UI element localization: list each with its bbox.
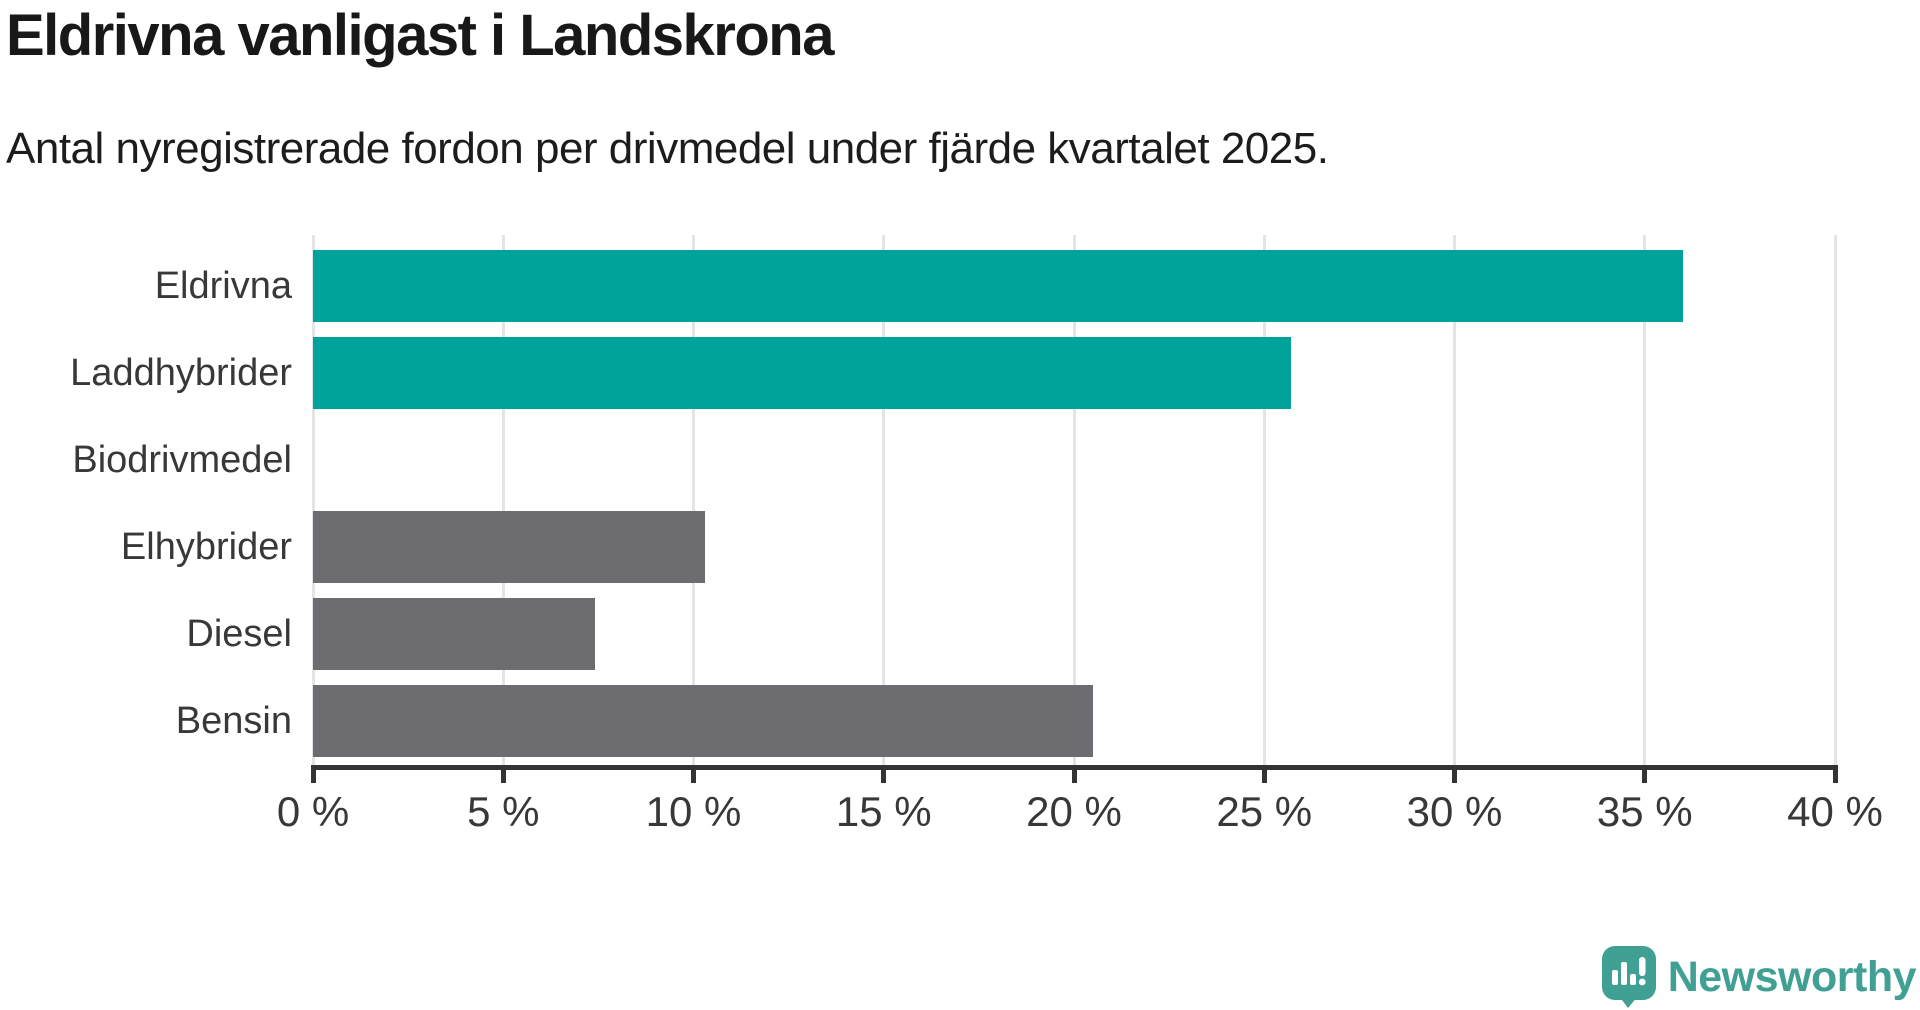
x-tick-label-35: 35 % [1596,788,1693,835]
category-label-diesel: Diesel [186,612,292,655]
x-tick-mark-5 [500,765,506,783]
newsworthy-logo: Newsworthy [1601,946,1917,1008]
x-tick-label-25: 25 % [1216,788,1313,835]
category-label-biodrivmedel: Biodrivmedel [72,438,292,481]
x-tick-label-30: 30 % [1406,788,1503,835]
x-tick-mark-10 [691,765,696,783]
gridline-30 [1453,235,1456,765]
category-label-eldrivna: Eldrivna [154,264,292,307]
x-tick-label-5: 5 % [467,788,540,835]
bar-diesel [313,598,595,670]
category-label-elhybrider: Elhybrider [120,525,292,568]
category-label-bensin: Bensin [175,699,292,742]
bar-laddhybrider [313,337,1291,409]
gridline-0 [311,235,315,765]
chart-title: Eldrivna vanligast i Landskrona [6,3,834,68]
gridline-15 [882,235,886,765]
gridline-5 [501,235,505,765]
gridline-20 [1072,235,1076,765]
x-tick-mark-40 [1832,765,1838,783]
x-tick-mark-20 [1071,765,1077,783]
x-tick-mark-0 [310,765,316,783]
x-tick-label-40: 40 % [1787,788,1883,835]
bar-eldrivna [313,250,1683,322]
bar-elhybrider [313,511,705,583]
x-tick-mark-35 [1642,765,1648,783]
chart-subtitle: Antal nyregistrerade fordon per drivmede… [6,124,1329,173]
x-tick-mark-25 [1261,765,1267,783]
x-tick-mark-15 [881,765,887,783]
x-tick-mark-30 [1452,765,1457,783]
gridline-10 [692,235,695,765]
gridline-40 [1833,235,1837,765]
newsworthy-logo-text: Newsworthy [1667,953,1917,1001]
bar-bensin [313,685,1094,757]
x-tick-label-15: 15 % [835,788,932,835]
newsworthy-speech-bubble-chart-icon [1601,946,1656,1008]
category-label-laddhybrider: Laddhybrider [70,351,292,394]
x-tick-label-20: 20 % [1026,788,1122,835]
gridline-25 [1262,235,1266,765]
x-tick-label-10: 10 % [645,788,742,835]
x-tick-label-0: 0 % [276,788,350,835]
gridline-35 [1643,235,1647,765]
